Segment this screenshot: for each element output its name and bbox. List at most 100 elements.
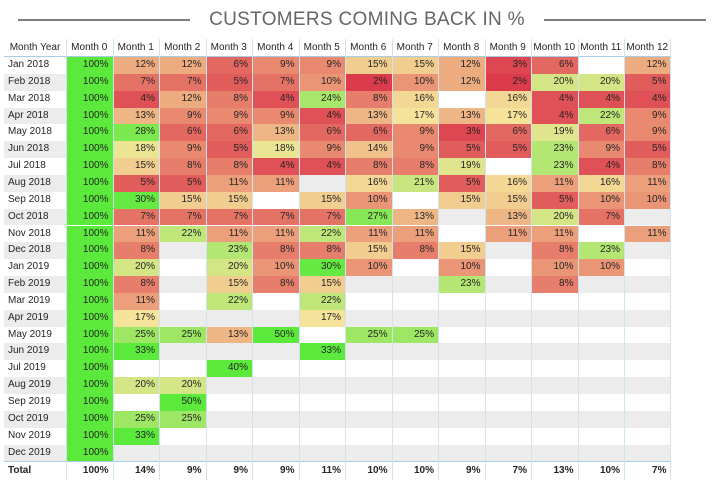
heatmap-cell: 16% xyxy=(391,90,438,108)
heatmap-cell: 100% xyxy=(66,326,113,344)
heatmap-cell: 11% xyxy=(391,225,438,243)
heatmap-cell: 11% xyxy=(484,225,531,243)
heatmap-cell: 12% xyxy=(159,57,206,74)
heatmap-cell: 50% xyxy=(252,326,299,344)
heatmap-cell: 8% xyxy=(205,158,252,175)
total-cell: 9% xyxy=(233,465,248,477)
heatmap-cell: 24% xyxy=(298,90,345,108)
heatmap-cell: 10% xyxy=(345,191,392,209)
heatmap-cell: 25% xyxy=(112,410,159,428)
heatmap-cell: 100% xyxy=(66,158,113,175)
row-label: Jul 2019 xyxy=(8,362,46,374)
column-header: Month 3 xyxy=(210,42,247,53)
row-label: Apr 2018 xyxy=(8,109,49,121)
heatmap-cell: 7% xyxy=(205,208,252,226)
heatmap-cell: 15% xyxy=(205,191,252,209)
heatmap-cell: 25% xyxy=(159,410,206,428)
column-header: Month 1 xyxy=(117,42,154,53)
heatmap-cell: 12% xyxy=(112,57,159,74)
heatmap-cell: 21% xyxy=(391,174,438,192)
row-label: Oct 2018 xyxy=(8,210,49,222)
row-label: Nov 2019 xyxy=(8,429,51,441)
heatmap-cell: 8% xyxy=(112,242,159,260)
heatmap-cell: 50% xyxy=(159,394,206,411)
total-cell: 7% xyxy=(512,465,527,477)
heatmap-cell: 15% xyxy=(298,276,345,293)
heatmap-cell: 20% xyxy=(112,259,159,277)
heatmap-cell: 25% xyxy=(159,326,206,344)
heatmap-cell: 20% xyxy=(159,377,206,394)
column-header-month-year: Month Year xyxy=(9,42,61,53)
heatmap-cell: 25% xyxy=(112,326,159,344)
heatmap-cell: 6% xyxy=(159,124,206,142)
column-divider xyxy=(345,39,346,480)
heatmap-cell: 4% xyxy=(252,90,299,108)
heatmap-cell: 17% xyxy=(112,309,159,327)
heatmap-cell: 100% xyxy=(66,57,113,74)
total-cell: 9% xyxy=(466,465,481,477)
column-header: Month 12 xyxy=(626,42,669,53)
total-cell: 9% xyxy=(187,465,202,477)
heatmap-cell: 8% xyxy=(391,158,438,175)
heatmap-cell: 22% xyxy=(298,225,345,243)
heatmap-cell: 7% xyxy=(577,208,624,226)
heatmap-cell: 13% xyxy=(205,326,252,344)
total-row-label: Total xyxy=(8,465,32,477)
heatmap-cell: 13% xyxy=(345,107,392,125)
heatmap-cell: 11% xyxy=(112,225,159,243)
heatmap-cell: 18% xyxy=(252,141,299,159)
heatmap-cell: 100% xyxy=(66,343,113,361)
column-header: Month 8 xyxy=(443,42,480,53)
heatmap-cell: 9% xyxy=(391,141,438,159)
row-label: Jan 2018 xyxy=(8,59,50,70)
heatmap-cell: 4% xyxy=(298,158,345,175)
heatmap-cell: 16% xyxy=(577,174,624,192)
heatmap-cell: 13% xyxy=(438,107,485,125)
heatmap-cell: 15% xyxy=(484,191,531,209)
heatmap-cell: 40% xyxy=(205,360,252,378)
heatmap-cell: 10% xyxy=(438,259,485,277)
heatmap-cell: 22% xyxy=(298,292,345,310)
heatmap-cell: 14% xyxy=(345,141,392,159)
heatmap-cell: 8% xyxy=(531,276,578,293)
heatmap-cell: 2% xyxy=(345,73,392,91)
row-label: Aug 2019 xyxy=(8,379,51,391)
heatmap-cell: 19% xyxy=(531,124,578,142)
heatmap-cell: 4% xyxy=(112,90,159,108)
column-header: Month 7 xyxy=(396,42,433,53)
heatmap-cell: 20% xyxy=(112,377,159,394)
column-divider xyxy=(624,39,625,480)
heatmap-cell: 100% xyxy=(66,360,113,378)
heatmap-cell: 20% xyxy=(205,259,252,277)
total-cell: 10% xyxy=(599,465,620,477)
total-cell: 7% xyxy=(652,465,667,477)
heatmap-cell: 100% xyxy=(66,259,113,277)
heatmap-cell: 5% xyxy=(438,174,485,192)
heatmap-cell: 8% xyxy=(252,276,299,293)
column-divider xyxy=(531,39,532,480)
row-label: May 2019 xyxy=(8,328,52,340)
heatmap-cell: 25% xyxy=(391,326,438,344)
heatmap-cell: 100% xyxy=(66,427,113,445)
chart-title-row: CUSTOMERS COMING BACK IN % xyxy=(0,6,723,34)
heatmap-cell: 6% xyxy=(577,124,624,142)
heatmap-cell: 23% xyxy=(577,242,624,260)
heatmap-cell: 12% xyxy=(438,57,485,74)
heatmap-cell: 8% xyxy=(624,158,671,175)
heatmap-cell: 8% xyxy=(298,242,345,260)
heatmap-cell: 5% xyxy=(484,141,531,159)
column-divider xyxy=(66,39,67,480)
heatmap-cell: 12% xyxy=(438,73,485,91)
heatmap-cell: 17% xyxy=(391,107,438,125)
heatmap-cell: 15% xyxy=(345,242,392,260)
heatmap-cell: 8% xyxy=(345,90,392,108)
heatmap-cell: 6% xyxy=(205,57,252,74)
heatmap-cell: 9% xyxy=(391,124,438,142)
row-label: Aug 2018 xyxy=(8,176,51,188)
heatmap-cell: 7% xyxy=(252,208,299,226)
heatmap-cell: 5% xyxy=(624,73,671,91)
row-label: May 2018 xyxy=(8,126,52,138)
heatmap-cell: 15% xyxy=(205,276,252,293)
heatmap-cell: 4% xyxy=(577,90,624,108)
heatmap-cell: 11% xyxy=(345,225,392,243)
